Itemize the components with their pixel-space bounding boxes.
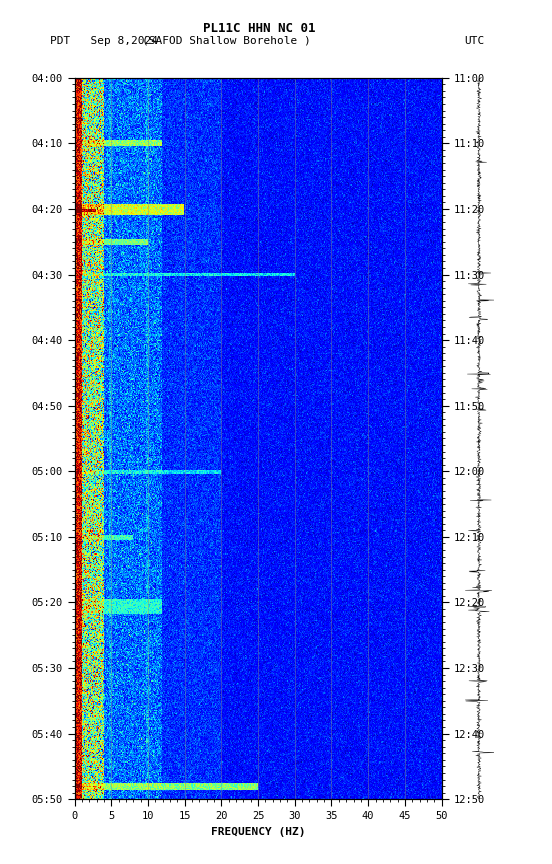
Text: PDT   Sep 8,2024: PDT Sep 8,2024	[50, 35, 158, 46]
X-axis label: FREQUENCY (HZ): FREQUENCY (HZ)	[211, 827, 305, 836]
Text: (SAFOD Shallow Borehole ): (SAFOD Shallow Borehole )	[142, 35, 311, 46]
Text: UTC: UTC	[465, 35, 485, 46]
Text: PL11C HHN NC 01: PL11C HHN NC 01	[203, 22, 316, 35]
